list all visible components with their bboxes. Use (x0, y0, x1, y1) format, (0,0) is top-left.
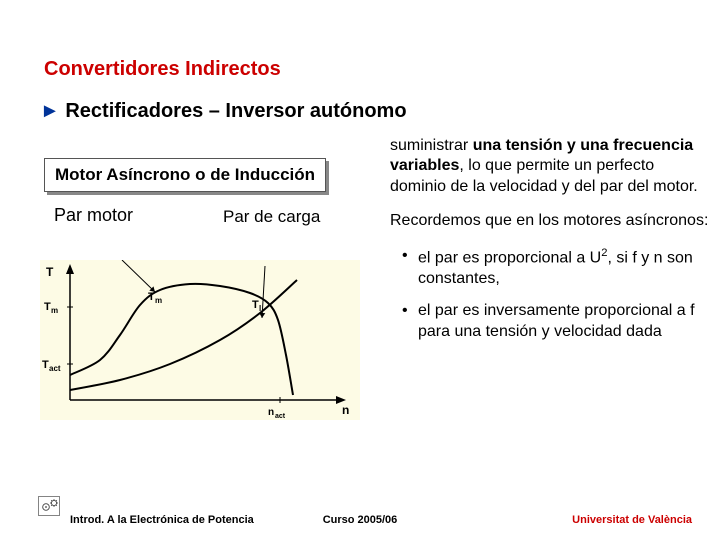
page-title: Convertidores Indirectos (44, 58, 281, 81)
bullet-2: el par es inversamente proporcional a f … (390, 301, 712, 342)
svg-text:act: act (275, 413, 286, 420)
torque-speed-chart: T n Tm Tact Tm Tl nact (40, 260, 360, 420)
label-par-motor: Par motor (54, 205, 133, 226)
chart-xlabel: n (342, 403, 349, 417)
motor-label-box: Motor Asíncrono o de Inducción (44, 158, 326, 192)
svg-text:n: n (268, 407, 274, 418)
logo-icon (38, 496, 60, 516)
body-text: suministrar una tensión y una frecuencia… (390, 136, 712, 354)
svg-text:l: l (259, 304, 261, 313)
label-par-carga: Par de carga (223, 207, 320, 227)
subtitle: ► Rectificadores – Inversor autónomo (40, 100, 407, 123)
svg-text:m: m (51, 306, 58, 315)
bullet-1: el par es proporcional a U2, si f y n so… (390, 246, 712, 289)
footer-right: Universitat de València (572, 514, 692, 526)
paragraph-1: suministrar una tensión y una frecuencia… (390, 136, 712, 197)
svg-text:T: T (252, 299, 259, 311)
svg-text:T: T (148, 291, 155, 303)
svg-text:T: T (42, 359, 49, 371)
svg-text:m: m (155, 296, 162, 305)
svg-text:T: T (44, 301, 51, 313)
subtitle-text: Rectificadores – Inversor autónomo (65, 100, 406, 122)
svg-text:act: act (49, 364, 61, 373)
chart-ylabel: T (46, 265, 54, 279)
paragraph-2: Recordemos que en los motores asíncronos… (390, 211, 712, 231)
subtitle-marker: ► (40, 100, 60, 122)
